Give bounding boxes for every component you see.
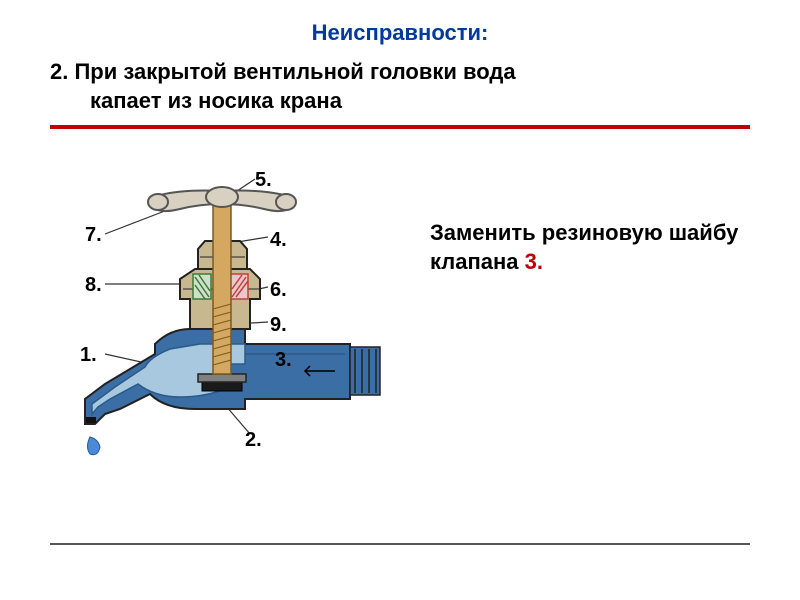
callout-2: 2. — [245, 429, 262, 452]
callout-6: 6. — [270, 279, 287, 302]
subtitle-line-2: капает из носика крана — [50, 87, 750, 116]
divider-red — [50, 125, 750, 129]
callout-5: 5. — [255, 169, 272, 192]
callout-1: 1. — [80, 344, 97, 367]
solution-number: 3. — [525, 249, 543, 274]
callout-3: 3. — [275, 349, 292, 372]
callout-4: 4. — [270, 229, 287, 252]
callout-9: 9. — [270, 314, 287, 337]
page-title: Неисправности: — [50, 20, 750, 46]
divider-footer — [50, 543, 750, 545]
subtitle: 2. При закрытой вентильной головки вода … — [50, 58, 750, 115]
subtitle-line-1: 2. При закрытой вентильной головки вода — [50, 58, 750, 87]
callout-8: 8. — [85, 274, 102, 297]
content-row: 1. 2. 3. 4. 5. 6. 7. 8. 9. Заменить рези… — [50, 149, 750, 469]
solution-text: Заменить резиновую шайбу клапана 3. — [430, 219, 750, 276]
callout-7: 7. — [85, 224, 102, 247]
faucet-diagram: 1. 2. 3. 4. 5. 6. 7. 8. 9. — [50, 149, 400, 469]
solution-prefix: Заменить резиновую шайбу клапана — [430, 220, 738, 274]
faucet-svg — [50, 149, 400, 469]
